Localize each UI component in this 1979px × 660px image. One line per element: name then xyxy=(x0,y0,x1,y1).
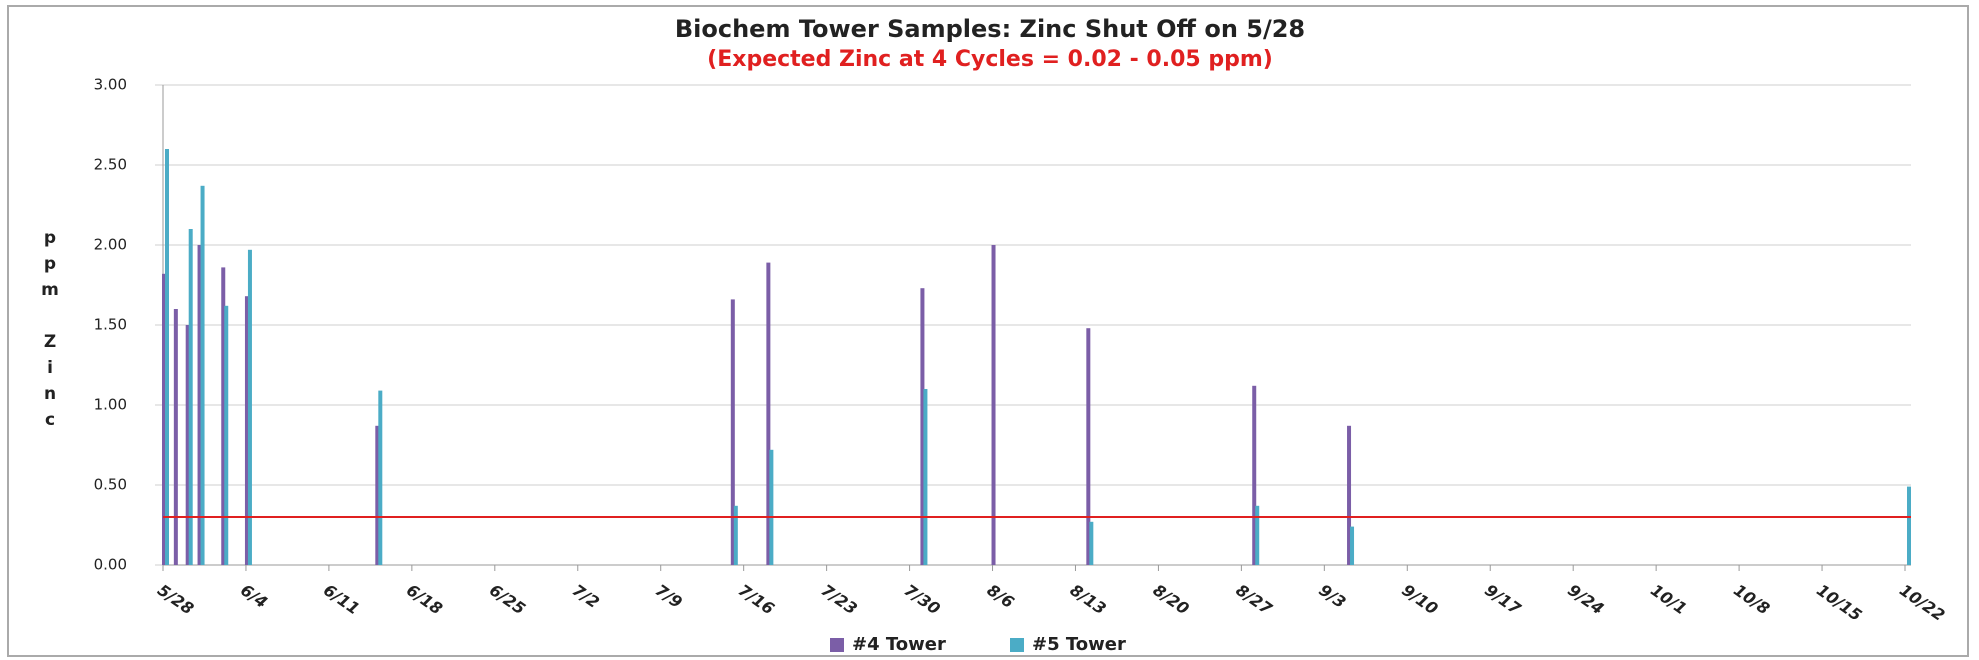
x-tick-label: 7/16 xyxy=(735,580,778,618)
y-tick-label: 2.50 xyxy=(94,156,127,174)
x-tick-label: 10/15 xyxy=(1813,580,1865,624)
bar xyxy=(247,249,252,566)
bar xyxy=(197,245,202,565)
bar xyxy=(375,425,380,565)
x-tick-label: 10/8 xyxy=(1730,580,1773,618)
bar xyxy=(920,288,925,565)
x-tick-label: 9/24 xyxy=(1564,580,1607,618)
bar xyxy=(991,245,996,565)
bar xyxy=(185,325,190,565)
y-tick-label: 1.00 xyxy=(94,396,127,414)
bar xyxy=(1350,526,1355,565)
x-tick-label: 7/30 xyxy=(901,580,944,618)
bar xyxy=(244,296,249,565)
bar xyxy=(165,149,169,565)
y-tick-label: 0.00 xyxy=(94,556,127,574)
legend-swatch xyxy=(830,638,844,652)
x-tick-label: 7/23 xyxy=(818,580,861,618)
x-tick-label: 6/11 xyxy=(320,580,363,618)
x-tick-label: 10/22 xyxy=(1896,580,1948,624)
x-tick-label: 6/18 xyxy=(403,580,446,618)
bar xyxy=(1089,521,1094,565)
bar xyxy=(769,449,774,565)
bar xyxy=(173,309,178,565)
chart-title: Biochem Tower Samples: Zinc Shut Off on … xyxy=(675,15,1305,43)
y-tick-label: 0.50 xyxy=(94,476,127,494)
bar xyxy=(188,229,193,565)
y-tick-label: 1.50 xyxy=(94,316,127,334)
x-tick-label: 5/28 xyxy=(154,580,197,618)
bar xyxy=(378,390,383,565)
y-axis-label: ppm Zinc xyxy=(40,228,60,436)
x-tick-label: 9/10 xyxy=(1398,580,1441,618)
x-tick-label: 8/27 xyxy=(1233,580,1277,619)
bar xyxy=(1347,425,1352,565)
bar xyxy=(200,185,205,566)
x-tick-label: 8/6 xyxy=(984,580,1018,612)
bar xyxy=(1255,505,1260,565)
bar xyxy=(923,389,928,565)
legend-label: #4 Tower xyxy=(852,634,946,655)
bar xyxy=(224,305,229,565)
x-tick-label: 6/4 xyxy=(237,580,271,612)
x-tick-label: 8/13 xyxy=(1067,580,1110,618)
x-tick-label: 6/25 xyxy=(486,580,529,618)
bar xyxy=(730,299,735,565)
bar xyxy=(733,505,738,565)
x-tick-label: 9/3 xyxy=(1315,580,1349,612)
x-tick-label: 7/2 xyxy=(569,580,603,612)
bar xyxy=(221,267,226,565)
bar xyxy=(1907,486,1911,565)
y-tick-label: 2.00 xyxy=(94,236,127,254)
x-tick-label: 10/1 xyxy=(1647,580,1690,618)
legend-swatch xyxy=(1010,638,1024,652)
chart-frame xyxy=(7,5,1969,657)
x-tick-label: 8/20 xyxy=(1150,580,1193,618)
bar xyxy=(1086,328,1091,565)
bar xyxy=(766,262,771,565)
x-tick-label: 9/17 xyxy=(1481,580,1525,619)
y-tick-label: 3.00 xyxy=(94,76,127,94)
chart-subtitle: (Expected Zinc at 4 Cycles = 0.02 - 0.05… xyxy=(707,47,1273,72)
bar xyxy=(1252,385,1257,565)
x-tick-label: 7/9 xyxy=(652,580,686,612)
legend-label: #5 Tower xyxy=(1032,634,1126,655)
bar xyxy=(162,273,166,565)
